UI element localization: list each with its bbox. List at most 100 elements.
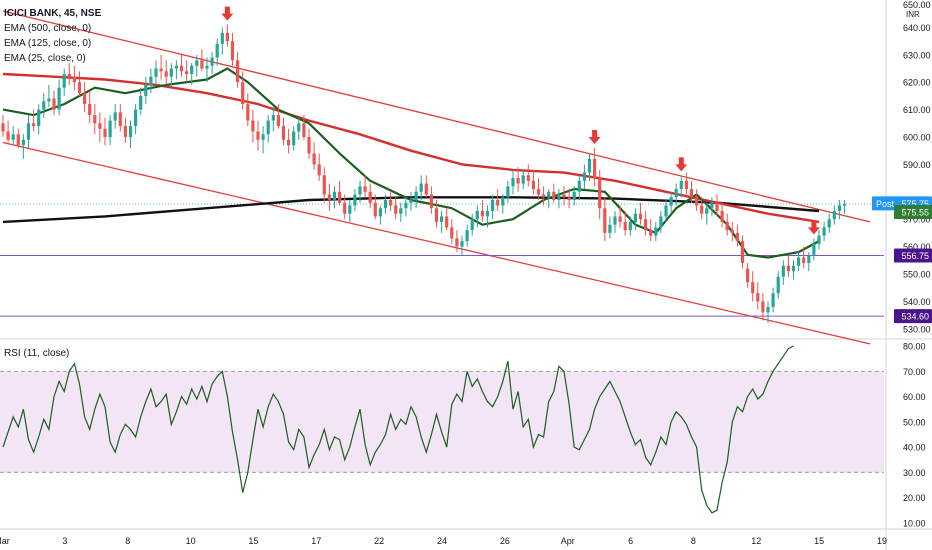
candle bbox=[103, 117, 107, 146]
candle-body bbox=[179, 65, 184, 72]
candle-body bbox=[332, 191, 337, 201]
candle bbox=[786, 254, 790, 277]
time-tick-label: 6 bbox=[628, 536, 633, 546]
candle-body bbox=[220, 32, 224, 44]
candle bbox=[88, 90, 92, 124]
candle bbox=[480, 200, 484, 222]
candle bbox=[445, 208, 449, 231]
rsi-tick-label: 10.00 bbox=[903, 518, 926, 528]
candle bbox=[832, 205, 836, 225]
candle-body bbox=[236, 60, 240, 83]
candle bbox=[149, 68, 153, 94]
rsi-tick-label: 80.00 bbox=[903, 342, 926, 352]
candle bbox=[21, 134, 25, 159]
candle-body bbox=[536, 189, 541, 195]
candle bbox=[236, 52, 240, 88]
candle bbox=[807, 252, 811, 272]
candle-body bbox=[317, 164, 321, 176]
rsi-band-fill bbox=[0, 371, 884, 473]
candle-body bbox=[394, 205, 398, 214]
candle bbox=[822, 221, 826, 242]
candle-body bbox=[577, 180, 581, 192]
level-tag-2-text: 534.60 bbox=[901, 312, 929, 322]
candle-body bbox=[480, 210, 484, 217]
candle-body bbox=[159, 68, 163, 72]
candle-body bbox=[348, 205, 352, 214]
legend-rsi-label: RSI (11, close) bbox=[4, 348, 70, 359]
candle-body bbox=[261, 134, 265, 140]
candle-body bbox=[190, 65, 194, 74]
candle-body bbox=[618, 216, 622, 222]
candle bbox=[190, 63, 194, 85]
candle-body bbox=[26, 123, 31, 140]
candle bbox=[113, 104, 117, 129]
candle bbox=[134, 104, 138, 135]
candle-body bbox=[164, 71, 168, 77]
candle-body bbox=[710, 202, 714, 209]
candle-body bbox=[72, 76, 76, 83]
candle bbox=[761, 293, 765, 321]
candle bbox=[638, 202, 643, 225]
candle bbox=[419, 175, 423, 201]
candle bbox=[123, 117, 127, 143]
down-arrow-icon bbox=[675, 157, 688, 172]
candle bbox=[613, 210, 617, 233]
candle bbox=[144, 76, 148, 105]
rsi-tick-label: 50.00 bbox=[903, 417, 926, 427]
candle bbox=[582, 164, 586, 190]
candle bbox=[327, 183, 331, 211]
currency-label: INR bbox=[906, 10, 920, 19]
candle-body bbox=[837, 205, 841, 211]
candle-body bbox=[562, 194, 566, 198]
candle-body bbox=[123, 126, 127, 137]
time-tick-label: 10 bbox=[186, 536, 196, 546]
candle bbox=[689, 180, 694, 203]
candle bbox=[307, 128, 311, 159]
time-tick-label: Mar bbox=[0, 536, 10, 546]
candle-body bbox=[67, 73, 71, 77]
candle bbox=[16, 128, 20, 148]
legend-rsi: RSI (11, close) bbox=[4, 346, 69, 361]
candle-body bbox=[353, 194, 357, 206]
candle bbox=[225, 24, 229, 47]
candle-body bbox=[781, 265, 785, 277]
candle-body bbox=[373, 202, 377, 217]
candle bbox=[674, 183, 678, 206]
current-price-tag-text: 575.55 bbox=[901, 207, 929, 217]
candle bbox=[542, 186, 546, 206]
candle bbox=[185, 60, 189, 83]
candle bbox=[159, 54, 163, 80]
channel-lines bbox=[2, 10, 871, 345]
candle bbox=[465, 224, 469, 247]
candle-body bbox=[659, 216, 663, 228]
candle-body bbox=[470, 219, 474, 231]
candle-body bbox=[205, 65, 209, 69]
candle-body bbox=[603, 208, 607, 233]
candle-body bbox=[516, 178, 520, 184]
candle bbox=[139, 87, 143, 116]
candle-body bbox=[429, 194, 433, 209]
candle bbox=[654, 221, 658, 242]
price-tick-label: 600.00 bbox=[903, 132, 931, 142]
candle bbox=[429, 186, 433, 214]
candle bbox=[312, 142, 316, 170]
candle bbox=[715, 194, 719, 217]
price-tick-label: 630.00 bbox=[903, 50, 931, 60]
candle-body bbox=[705, 208, 709, 214]
level-tag-1-text: 556.75 bbox=[901, 251, 929, 261]
candle-body bbox=[42, 101, 46, 110]
candle-body bbox=[776, 276, 780, 294]
candle bbox=[485, 205, 490, 228]
candle bbox=[450, 219, 454, 244]
legend-ema125: EMA (125, close, 0) bbox=[4, 38, 92, 49]
candle bbox=[526, 164, 530, 187]
candle-body bbox=[241, 82, 245, 105]
candle-body bbox=[730, 230, 734, 233]
candle bbox=[297, 117, 301, 140]
legend-ema500: EMA (500, close, 0) bbox=[4, 23, 92, 34]
candle bbox=[434, 200, 439, 228]
time-tick-label: 3 bbox=[62, 536, 67, 546]
